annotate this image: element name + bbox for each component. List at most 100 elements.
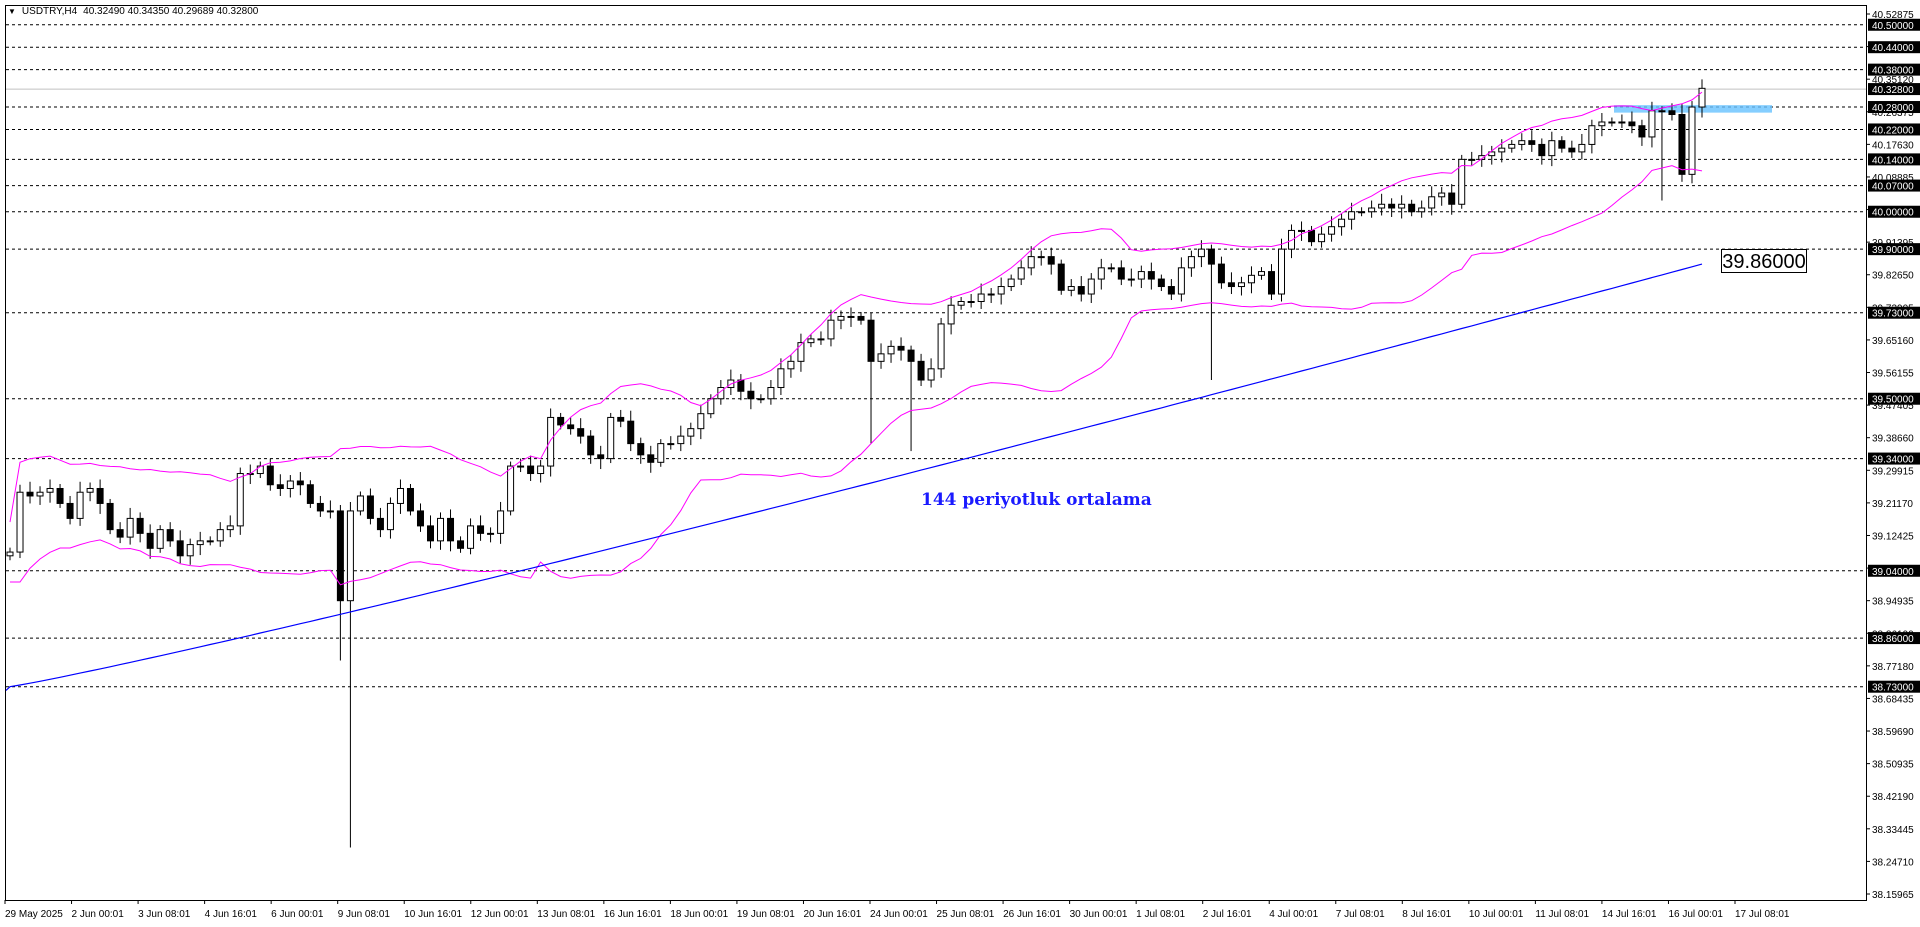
candle-body[interactable] [517, 465, 525, 468]
candle-body[interactable] [76, 491, 84, 519]
candle-body[interactable] [1267, 271, 1275, 295]
candle-body[interactable] [46, 487, 54, 493]
candle-body[interactable] [587, 435, 595, 456]
candle-body[interactable] [967, 300, 975, 303]
candle-body[interactable] [1137, 271, 1145, 280]
candle-body[interactable] [1187, 256, 1195, 269]
candle-body[interactable] [857, 315, 865, 321]
price-level-box[interactable] [1868, 63, 1920, 76]
candle-body[interactable] [396, 487, 404, 504]
candle-body[interactable] [977, 293, 985, 302]
candle-body[interactable] [597, 454, 605, 460]
price-level-box[interactable] [1868, 452, 1920, 465]
candle-body[interactable] [1558, 140, 1566, 149]
candle-body[interactable] [1037, 256, 1045, 259]
candle-body[interactable] [1328, 226, 1336, 235]
candle-body[interactable] [206, 540, 214, 543]
price-level-box[interactable] [1868, 41, 1920, 54]
price-level-box[interactable] [1868, 680, 1920, 693]
candle-body[interactable] [1027, 256, 1035, 269]
candle-body[interactable] [156, 529, 164, 549]
candle-body[interactable] [477, 525, 485, 534]
candle-body[interactable] [276, 484, 284, 489]
candle-body[interactable] [1368, 207, 1376, 213]
candle-body[interactable] [1458, 158, 1466, 205]
candle-body[interactable] [467, 525, 475, 549]
price-level-box[interactable] [1868, 83, 1920, 96]
candle-body[interactable] [627, 420, 635, 445]
candle-body[interactable] [66, 502, 74, 519]
candle-body[interactable] [36, 491, 44, 497]
candle-body[interactable] [1688, 106, 1696, 175]
candle-body[interactable] [56, 487, 64, 504]
candle-body[interactable] [1338, 218, 1346, 228]
candle-body[interactable] [1598, 121, 1606, 127]
candle-body[interactable] [1628, 121, 1636, 127]
candle-body[interactable] [1167, 286, 1175, 295]
candle-body[interactable] [457, 540, 465, 549]
candle-body[interactable] [1117, 267, 1125, 280]
candle-body[interactable] [1318, 233, 1326, 243]
candle-body[interactable] [737, 379, 745, 392]
candle-body[interactable] [1087, 278, 1095, 295]
price-level-box[interactable] [1868, 123, 1920, 136]
candle-body[interactable] [346, 510, 354, 602]
candle-body[interactable] [386, 502, 394, 531]
candle-body[interactable] [316, 502, 324, 512]
candle-body[interactable] [1017, 267, 1025, 280]
candle-body[interactable] [947, 304, 955, 325]
candle-body[interactable] [1177, 267, 1185, 295]
candle-body[interactable] [1247, 274, 1255, 284]
candle-body[interactable] [366, 495, 374, 519]
candle-body[interactable] [917, 360, 925, 381]
candle-body[interactable] [747, 390, 755, 400]
price-level-box[interactable] [1868, 179, 1920, 192]
candle-body[interactable] [1217, 263, 1225, 284]
candle-body[interactable] [827, 319, 835, 340]
candle-body[interactable] [286, 480, 294, 489]
price-level-box[interactable] [1868, 101, 1920, 114]
price-level-box[interactable] [1868, 153, 1920, 166]
candle-body[interactable] [1197, 248, 1205, 258]
candle-body[interactable] [1618, 121, 1626, 124]
candle-body[interactable] [617, 416, 625, 422]
candle-body[interactable] [1498, 147, 1506, 153]
price-level-box[interactable] [1868, 243, 1920, 256]
price-level-box[interactable] [1868, 205, 1920, 218]
candle-body[interactable] [897, 345, 905, 351]
candle-body[interactable] [1127, 278, 1135, 281]
candle-body[interactable] [537, 465, 545, 475]
candle-body[interactable] [1257, 271, 1265, 276]
candle-body[interactable] [997, 286, 1005, 295]
candle-body[interactable] [186, 544, 194, 557]
candle-body[interactable] [787, 360, 795, 370]
price-level-box[interactable] [1868, 564, 1920, 577]
candle-body[interactable] [547, 416, 555, 467]
candle-body[interactable] [1468, 158, 1476, 161]
candle-body[interactable] [96, 487, 104, 504]
candle-body[interactable] [817, 338, 825, 341]
candle-body[interactable] [1418, 207, 1426, 213]
candle-body[interactable] [1578, 143, 1586, 153]
candle-body[interactable] [847, 315, 855, 318]
candle-body[interactable] [1378, 203, 1386, 209]
candle-body[interactable] [1408, 203, 1416, 213]
candle-body[interactable] [807, 338, 815, 344]
candle-body[interactable] [1237, 282, 1245, 288]
candle-body[interactable] [266, 465, 274, 486]
candle-body[interactable] [406, 487, 414, 512]
candle-body[interactable] [136, 517, 144, 534]
candle-body[interactable] [106, 502, 114, 531]
candle-body[interactable] [1398, 203, 1406, 209]
candle-body[interactable] [667, 443, 675, 446]
candle-body[interactable] [416, 510, 424, 527]
candle-body[interactable] [1438, 192, 1446, 198]
candle-body[interactable] [987, 293, 995, 296]
candle-body[interactable] [6, 551, 14, 557]
candle-body[interactable] [1588, 125, 1596, 145]
candle-body[interactable] [437, 517, 445, 542]
candle-body[interactable] [497, 510, 505, 534]
candle-body[interactable] [1518, 140, 1526, 145]
candle-body[interactable] [767, 387, 775, 400]
